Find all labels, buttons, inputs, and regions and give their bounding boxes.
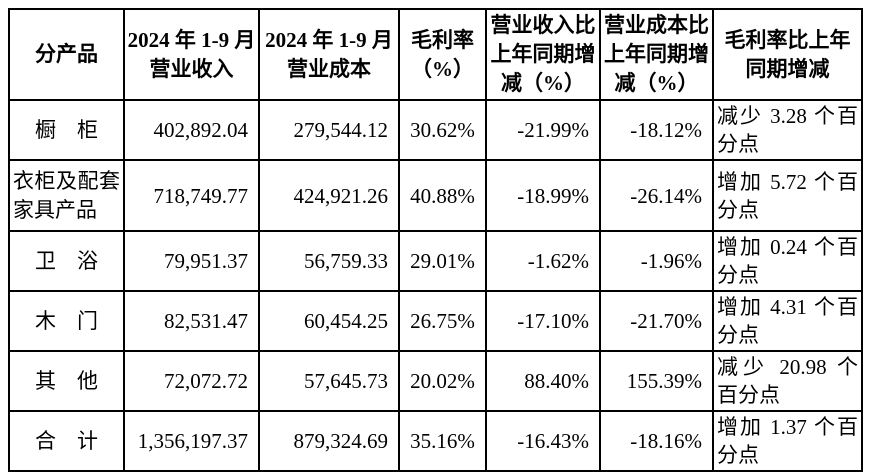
cell-cost-yoy: -1.96% [599,230,714,292]
cell-gross-margin: 29.01% [398,230,487,292]
col-header-revenue: 2024 年 1-9 月 营业收入 [123,8,260,101]
report-page: 分产品 2024 年 1-9 月 营业收入 2024 年 1-9 月 营业成本 … [8,8,863,472]
cell-revenue-yoy: -21.99% [485,99,601,161]
cell-revenue-yoy: -1.62% [485,230,601,292]
cell-product: 卫 浴 [8,230,125,292]
cell-product: 橱 柜 [8,99,125,161]
cell-gross-margin: 40.88% [398,159,487,232]
cell-cost: 879,324.69 [258,410,400,472]
cell-cost: 56,759.33 [258,230,400,292]
cell-cost: 279,544.12 [258,99,400,161]
cell-cost: 60,454.25 [258,290,400,352]
cell-cost-yoy: -18.12% [599,99,714,161]
cell-gross-margin: 35.16% [398,410,487,472]
table-row-bathroom: 卫 浴 79,951.37 56,759.33 29.01% -1.62% -1… [8,230,863,292]
cell-margin-yoy: 减少 20.98 个百分点 [712,350,863,412]
cell-cost-yoy: 155.39% [599,350,714,412]
table-row-others: 其 他 72,072.72 57,645.73 20.02% 88.40% 15… [8,350,863,412]
cell-revenue-yoy: -18.99% [485,159,601,232]
cell-margin-yoy: 增加 5.72 个百分点 [712,159,863,232]
table-row-wardrobes: 衣柜及配套家具产品 718,749.77 424,921.26 40.88% -… [8,159,863,232]
cell-revenue-yoy: -17.10% [485,290,601,352]
table-row-wooden-doors: 木 门 82,531.47 60,454.25 26.75% -17.10% -… [8,290,863,352]
cell-margin-yoy: 增加 1.37 个百分点 [712,410,863,472]
cell-product: 木 门 [8,290,125,352]
cell-product: 合 计 [8,410,125,472]
header-row: 分产品 2024 年 1-9 月 营业收入 2024 年 1-9 月 营业成本 … [8,8,863,101]
cell-revenue-yoy: -16.43% [485,410,601,472]
cell-revenue: 72,072.72 [123,350,260,412]
table-row-total: 合 计 1,356,197.37 879,324.69 35.16% -16.4… [8,410,863,472]
cell-cost-yoy: -21.70% [599,290,714,352]
cell-revenue: 718,749.77 [123,159,260,232]
cell-revenue-yoy: 88.40% [485,350,601,412]
cell-gross-margin: 26.75% [398,290,487,352]
cell-revenue: 1,356,197.37 [123,410,260,472]
cell-margin-yoy: 增加 4.31 个百分点 [712,290,863,352]
cell-cost: 57,645.73 [258,350,400,412]
cell-cost: 424,921.26 [258,159,400,232]
cell-margin-yoy: 减少 3.28 个百分点 [712,99,863,161]
cell-gross-margin: 30.62% [398,99,487,161]
cell-cost-yoy: -18.16% [599,410,714,472]
table-row-cabinets: 橱 柜 402,892.04 279,544.12 30.62% -21.99%… [8,99,863,161]
cell-cost-yoy: -26.14% [599,159,714,232]
cell-revenue: 82,531.47 [123,290,260,352]
cell-revenue: 79,951.37 [123,230,260,292]
cell-product: 其 他 [8,350,125,412]
col-header-cost-yoy: 营业成本比 上年同期增 减（%） [599,8,714,101]
cell-gross-margin: 20.02% [398,350,487,412]
col-header-product: 分产品 [8,8,125,101]
cell-product: 衣柜及配套家具产品 [8,159,125,232]
col-header-cost: 2024 年 1-9 月 营业成本 [258,8,400,101]
col-header-gross-margin: 毛利率 （%） [398,8,487,101]
col-header-revenue-yoy: 营业收入比 上年同期增 减（%） [485,8,601,101]
cell-revenue: 402,892.04 [123,99,260,161]
product-financial-table: 分产品 2024 年 1-9 月 营业收入 2024 年 1-9 月 营业成本 … [8,8,863,472]
cell-margin-yoy: 增加 0.24 个百分点 [712,230,863,292]
col-header-margin-yoy: 毛利率比上年 同期增减 [712,8,863,101]
